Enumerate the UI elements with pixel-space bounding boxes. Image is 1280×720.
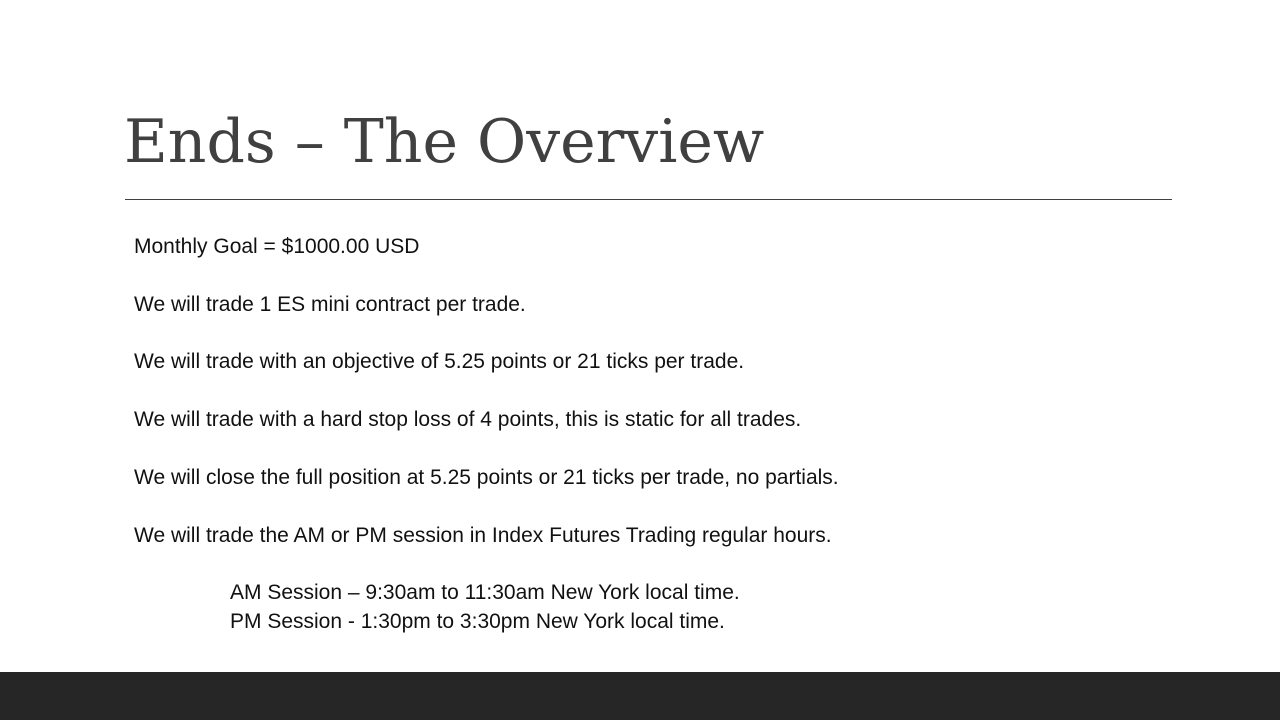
stop-loss-line: We will trade with a hard stop loss of 4… <box>134 408 802 431</box>
monthly-goal-line: Monthly Goal = $1000.00 USD <box>134 235 420 258</box>
title-divider <box>125 199 1172 200</box>
session-line: We will trade the AM or PM session in In… <box>134 524 832 547</box>
close-position-line: We will close the full position at 5.25 … <box>134 466 839 489</box>
contract-line: We will trade 1 ES mini contract per tra… <box>134 293 526 316</box>
pm-session-line: PM Session - 1:30pm to 3:30pm New York l… <box>230 610 725 633</box>
slide-title: Ends – The Overview <box>124 107 765 177</box>
objective-line: We will trade with an objective of 5.25 … <box>134 350 745 373</box>
footer-bar <box>0 672 1280 720</box>
am-session-line: AM Session – 9:30am to 11:30am New York … <box>230 581 740 604</box>
